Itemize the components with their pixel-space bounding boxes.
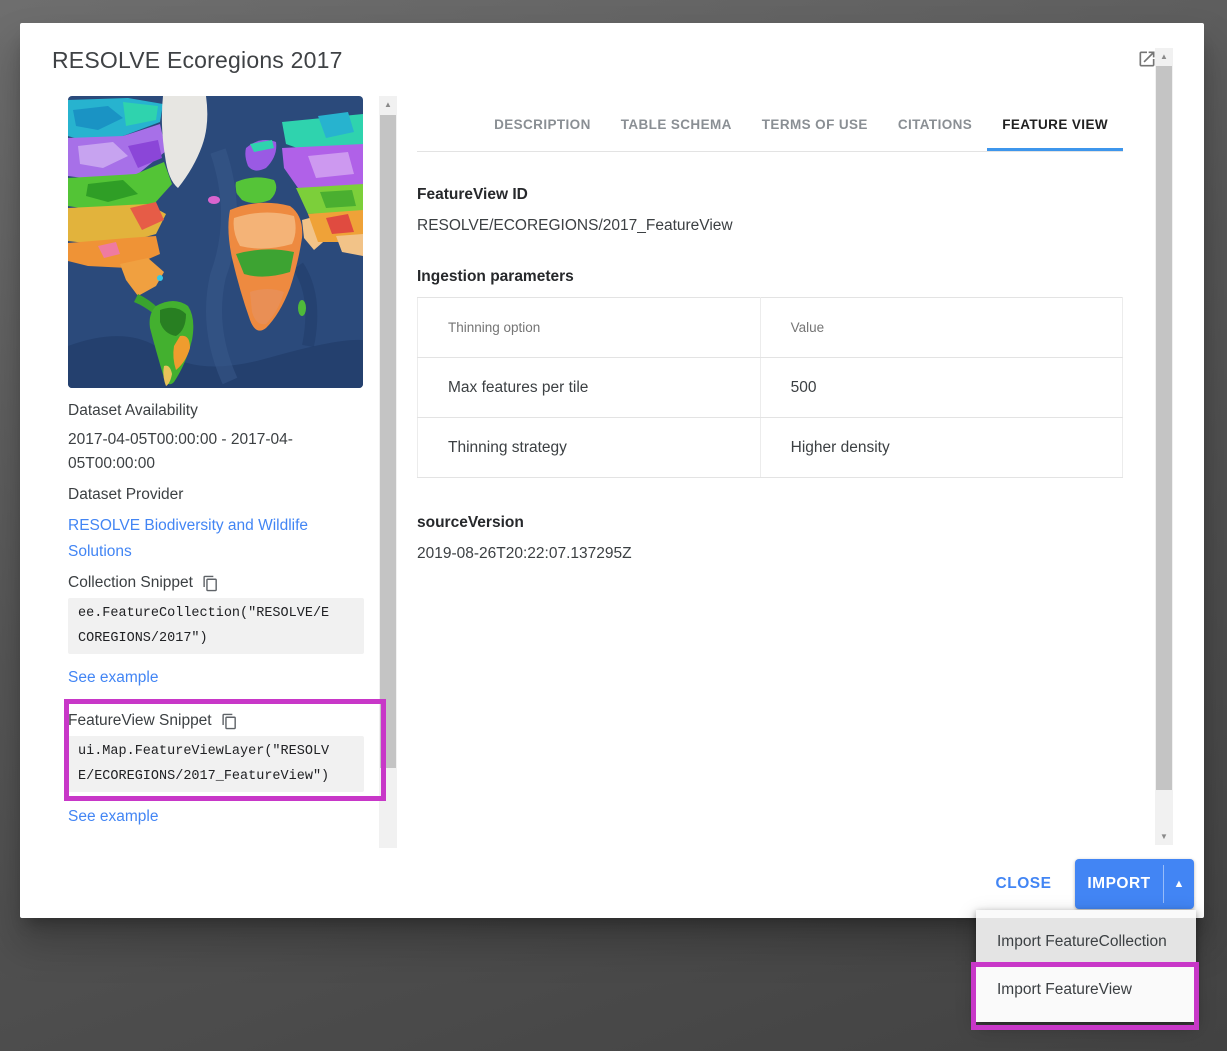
- dataset-detail-dialog: RESOLVE Ecoregions 2017: [20, 23, 1204, 918]
- table-cell: Thinning strategy: [417, 417, 761, 478]
- import-dropdown-menu: Import FeatureCollection Import FeatureV…: [976, 910, 1196, 1022]
- copy-icon[interactable]: [221, 713, 238, 730]
- sidebar-scrollbar[interactable]: ▲: [379, 96, 397, 848]
- dialog-scrollbar[interactable]: ▲ ▼: [1155, 48, 1173, 845]
- table-cell: 500: [759, 357, 1124, 418]
- see-example-link[interactable]: See example: [68, 808, 159, 825]
- tab-description[interactable]: DESCRIPTION: [494, 117, 591, 132]
- provider-link[interactable]: RESOLVE Biodiversity and Wildlife Soluti…: [68, 517, 309, 560]
- dropdown-caret-icon[interactable]: ▲: [1173, 878, 1185, 890]
- column-header: Thinning option: [417, 297, 761, 358]
- menu-item-import-featureview[interactable]: Import FeatureView: [997, 981, 1132, 998]
- scroll-down-icon[interactable]: ▼: [1160, 832, 1168, 841]
- tab-table-schema[interactable]: TABLE SCHEMA: [620, 117, 732, 132]
- featureview-snippet-label: FeatureView Snippet: [68, 712, 212, 729]
- column-header: Value: [759, 297, 1124, 358]
- scroll-up-icon[interactable]: ▲: [1160, 52, 1168, 61]
- ingestion-parameters-table: Thinning option Value Max features per t…: [417, 297, 1124, 478]
- open-in-new-icon[interactable]: [1137, 49, 1157, 69]
- button-divider: [1163, 865, 1164, 903]
- collection-snippet-code[interactable]: ee.FeatureCollection("RESOLVE/E COREGION…: [68, 598, 364, 654]
- availability-label: Dataset Availability: [68, 402, 198, 419]
- menu-item-import-featurecollection[interactable]: Import FeatureCollection: [976, 918, 1196, 966]
- availability-value: 2017-04-05T00:00:00 - 2017-04-05T00:00:0…: [68, 431, 293, 472]
- scrollbar-thumb[interactable]: [380, 115, 396, 768]
- dataset-thumbnail-map: [68, 96, 363, 388]
- import-split-button[interactable]: IMPORT ▲: [1075, 859, 1194, 909]
- dataset-sidebar: Dataset Availability 2017-04-05T00:00:00…: [68, 96, 364, 845]
- table-cell: Max features per tile: [417, 357, 761, 418]
- dialog-title: RESOLVE Ecoregions 2017: [52, 47, 343, 73]
- source-version-value: 2019-08-26T20:22:07.137295Z: [417, 545, 632, 562]
- source-version-heading: sourceVersion: [417, 514, 524, 531]
- table-row: Max features per tile 500: [417, 357, 1124, 418]
- tab-bar: DESCRIPTION TABLE SCHEMA TERMS OF USE CI…: [417, 98, 1123, 152]
- featureview-id-value: RESOLVE/ECOREGIONS/2017_FeatureView: [417, 217, 733, 234]
- table-header-row: Thinning option Value: [417, 297, 1124, 358]
- scrollbar-thumb[interactable]: [1156, 66, 1172, 790]
- provider-label: Dataset Provider: [68, 486, 184, 503]
- close-button[interactable]: CLOSE: [985, 861, 1062, 907]
- tab-citations[interactable]: CITATIONS: [897, 117, 973, 132]
- table-row: Thinning strategy Higher density: [417, 417, 1124, 478]
- scroll-up-icon[interactable]: ▲: [384, 100, 392, 109]
- copy-icon[interactable]: [202, 575, 219, 592]
- see-example-link[interactable]: See example: [68, 669, 159, 686]
- featureview-snippet-code[interactable]: ui.Map.FeatureViewLayer("RESOLV E/ECOREG…: [68, 736, 364, 792]
- table-cell: Higher density: [759, 417, 1124, 478]
- featureview-id-heading: FeatureView ID: [417, 186, 528, 203]
- ingestion-parameters-heading: Ingestion parameters: [417, 268, 574, 285]
- tab-terms-of-use[interactable]: TERMS OF USE: [761, 117, 868, 132]
- tab-feature-view[interactable]: FEATURE VIEW: [987, 98, 1123, 151]
- import-button-label[interactable]: IMPORT: [1087, 875, 1151, 892]
- collection-snippet-label: Collection Snippet: [68, 574, 193, 591]
